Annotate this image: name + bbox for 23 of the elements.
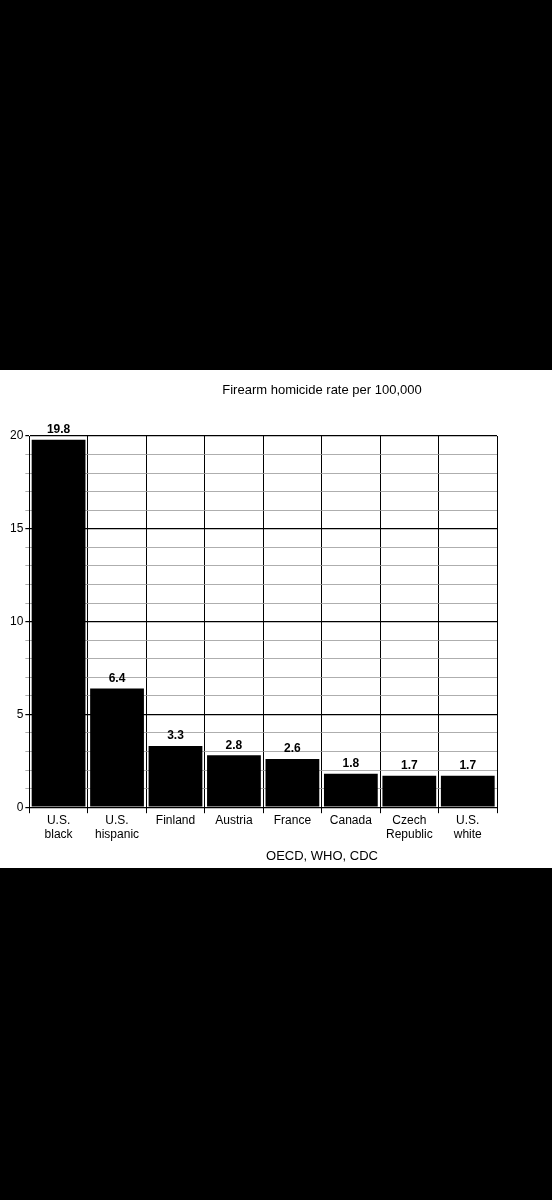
x-tick-label: Canada <box>329 812 373 827</box>
data-label: 19.8 <box>46 422 71 437</box>
data-label: 6.4 <box>108 670 126 685</box>
y-tick-label: 15 <box>9 521 24 536</box>
x-tick-label: Finland <box>155 812 196 827</box>
data-label: 2.6 <box>284 741 302 756</box>
x-tick-label: France <box>273 812 312 827</box>
chart-title: Firearm homicide rate per 100,000 <box>222 381 422 397</box>
y-tick-label: 20 <box>9 428 24 443</box>
text: OECD, WHO, CDC <box>266 847 378 863</box>
x-tick-label: Czech Republic <box>385 812 433 842</box>
data-label: 1.8 <box>342 756 360 771</box>
x-tick-label: Austria <box>215 812 253 827</box>
x-tick-label: U.S. white <box>452 812 483 842</box>
data-label: 3.3 <box>167 728 185 743</box>
x-tick-label: U.S. black <box>44 812 74 842</box>
y-tick-label: 10 <box>9 613 24 628</box>
data-label: 1.7 <box>400 757 418 772</box>
y-tick-label: 5 <box>16 706 24 721</box>
data-label: 1.7 <box>459 757 477 772</box>
y-tick-label: 0 <box>16 799 24 814</box>
data-label: 2.8 <box>225 737 243 752</box>
x-tick-label: U.S. hispanic <box>95 812 140 842</box>
